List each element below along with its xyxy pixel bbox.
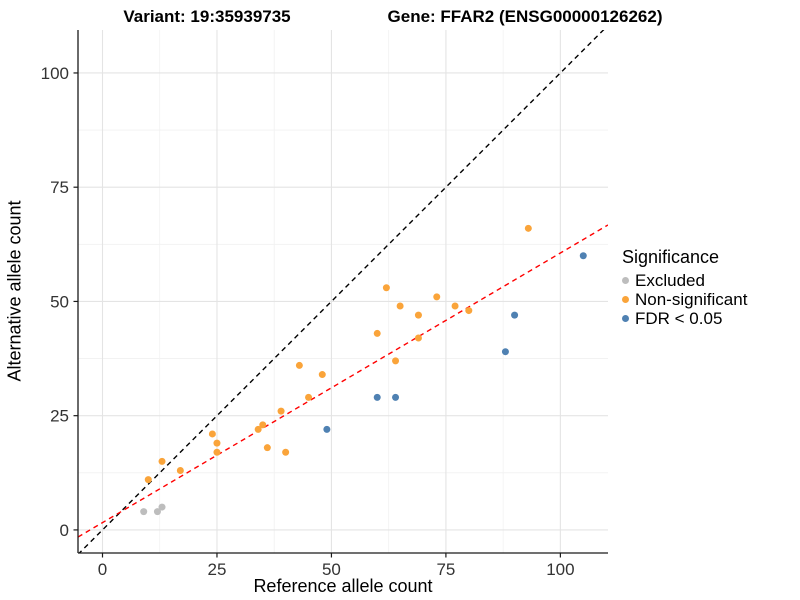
data-point	[153, 508, 161, 516]
data-point	[144, 476, 152, 484]
x-tick-label: 100	[546, 560, 574, 579]
x-axis-label: Reference allele count	[253, 576, 433, 596]
data-point	[259, 421, 267, 429]
y-tick-label: 25	[50, 407, 69, 426]
data-point	[140, 508, 148, 516]
data-point	[511, 311, 519, 319]
data-point	[158, 503, 166, 511]
y-tick-label: 75	[50, 178, 69, 197]
data-point	[396, 302, 404, 310]
legend-item-label: Excluded	[635, 270, 705, 290]
y-tick-label: 100	[41, 64, 69, 83]
data-point	[305, 393, 313, 401]
data-point	[176, 467, 184, 475]
legend: Significance Excluded Non-significant FDR …	[622, 247, 747, 328]
data-point	[414, 311, 422, 319]
legend-item-fdr-0-05: FDR < 0.05	[622, 309, 747, 328]
series-non-significant	[144, 224, 532, 484]
x-tick-label: 25	[208, 560, 227, 579]
data-point	[392, 357, 400, 365]
legend-item-non-significant: Non-significant	[622, 290, 747, 309]
gridlines	[78, 30, 608, 553]
legend-item-label: Non-significant	[635, 289, 748, 309]
fit-line	[78, 224, 608, 538]
y-axis-label: Alternative allele count	[4, 200, 25, 382]
legend-swatch-icon	[622, 296, 629, 303]
y-tick-label: 50	[50, 292, 69, 311]
data-point	[277, 407, 285, 415]
axes: 0 25 50 75 100 0 25 50 75 100	[41, 30, 608, 579]
data-point	[382, 284, 390, 292]
identity-line	[78, 30, 605, 553]
data-point	[263, 444, 271, 452]
x-tick-label: 50	[322, 560, 341, 579]
legend-items: Excluded Non-significant FDR < 0.05	[622, 271, 747, 328]
gene-title: Gene: FFAR2 (ENSG00000126262)	[387, 7, 663, 26]
data-point	[392, 393, 400, 401]
data-point	[414, 334, 422, 342]
variant-title: Variant: 19:35939735	[123, 7, 291, 26]
legend-item-label: FDR < 0.05	[635, 308, 723, 328]
x-tick-label: 0	[98, 560, 107, 579]
data-point	[318, 371, 326, 379]
x-tick-label: 75	[436, 560, 455, 579]
data-point	[295, 361, 303, 369]
y-tick-label: 0	[60, 521, 69, 540]
data-point	[213, 448, 221, 456]
data-point	[373, 329, 381, 337]
data-point	[465, 307, 473, 315]
data-point	[213, 439, 221, 447]
legend-title: Significance	[622, 247, 720, 267]
data-point	[158, 457, 166, 465]
data-point	[208, 430, 216, 438]
data-point	[579, 252, 587, 260]
data-point	[323, 425, 331, 433]
legend-item-excluded: Excluded	[622, 271, 747, 290]
data-point	[373, 393, 381, 401]
series-fdr-0-05	[323, 252, 587, 433]
data-point	[501, 348, 509, 356]
reference-lines	[78, 30, 608, 553]
data-point	[451, 302, 459, 310]
data-point	[254, 425, 262, 433]
data-point	[433, 293, 441, 301]
series-excluded	[140, 503, 166, 516]
legend-swatch-icon	[622, 315, 629, 322]
data-point	[282, 448, 290, 456]
data-point	[524, 224, 532, 232]
legend-swatch-icon	[622, 277, 629, 284]
